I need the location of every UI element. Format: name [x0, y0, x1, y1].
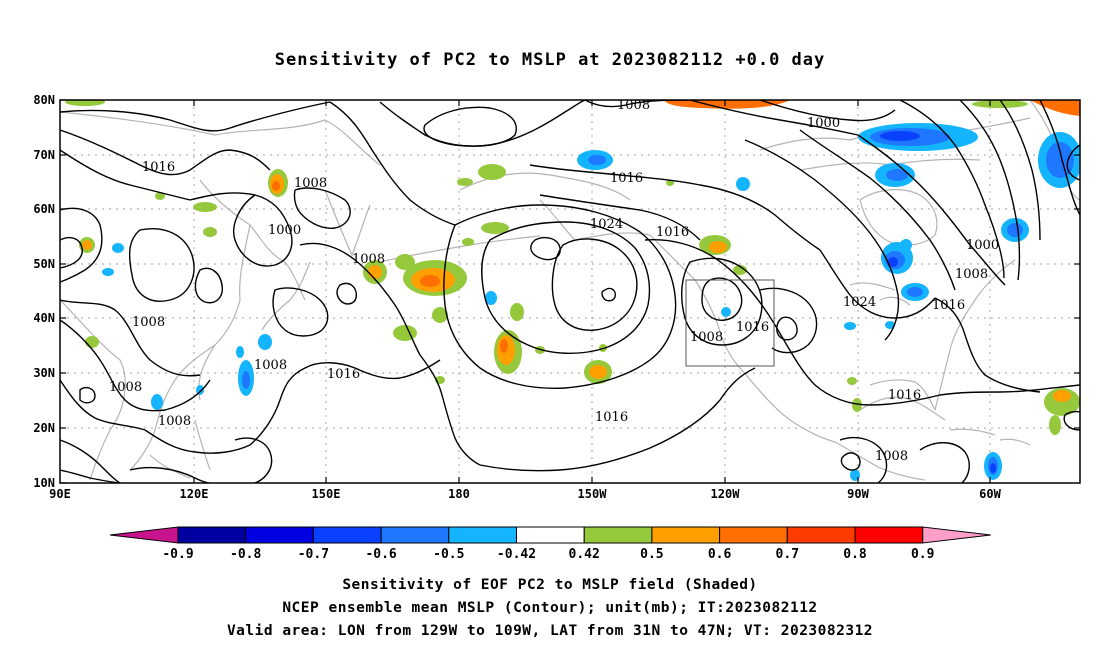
- colorbar-tick-label: -0.42: [497, 547, 536, 562]
- map-panel: 1008 1016 1008 1000 1008 1008 1008 1008 …: [60, 98, 1080, 483]
- lat-label: 10N: [33, 476, 55, 490]
- contour-label: 1008: [109, 380, 142, 395]
- contour-label: 1016: [327, 367, 360, 382]
- colorbar-segment: [380, 526, 450, 544]
- contour-label: 1000: [966, 238, 999, 253]
- colorbar-tick-label: -0.7: [298, 547, 329, 562]
- colorbar-tick-label: 0.8: [843, 547, 867, 562]
- colorbar-segment: [312, 526, 382, 544]
- contour-label: 1024: [843, 295, 876, 310]
- colorbar-segment: [177, 526, 247, 544]
- lon-label: 60W: [979, 487, 1001, 501]
- caption-line-2: NCEP ensemble mean MSLP (Contour); unit(…: [282, 600, 818, 616]
- lat-label: 80N: [33, 93, 55, 107]
- lon-label: 90E: [49, 487, 71, 501]
- caption: Sensitivity of EOF PC2 to MSLP field (Sh…: [0, 574, 1100, 643]
- plot-title: Sensitivity of PC2 to MSLP at 2023082112…: [274, 50, 826, 70]
- colorbar-tick-label: -0.9: [162, 547, 193, 562]
- lat-label: 20N: [33, 421, 55, 435]
- mslp-contours: [60, 100, 1080, 483]
- contour-label: 1016: [595, 410, 628, 425]
- contour-label: 1008: [617, 98, 650, 113]
- contour-label: 1008: [158, 414, 191, 429]
- contour-label: 1008: [294, 176, 327, 191]
- contour-label: 1008: [955, 267, 988, 282]
- valid-area-box: [685, 279, 775, 367]
- colorbar-segment: [448, 526, 517, 544]
- lat-label: 40N: [33, 311, 55, 325]
- lat-label: 60N: [33, 202, 55, 216]
- colorbar-segment: [516, 526, 585, 544]
- colorbar-tick-label: -0.6: [365, 547, 396, 562]
- colorbar-segment: [719, 526, 788, 544]
- colorbar-segment: [583, 526, 653, 544]
- contour-label: 1008: [875, 449, 908, 464]
- lat-label: 50N: [33, 257, 55, 271]
- contour-label: 1008: [132, 315, 165, 330]
- colorbar-tick-label: 0.7: [776, 547, 799, 562]
- contour-label: 1016: [888, 388, 921, 403]
- lon-label: 150E: [312, 487, 341, 501]
- contour-label: 1008: [352, 252, 385, 267]
- map-frame: [59, 99, 1081, 484]
- gridlines: [60, 100, 1080, 483]
- contour-label: 1016: [656, 225, 689, 240]
- lon-label: 120E: [180, 487, 209, 501]
- colorbar-tick-label: 0.5: [640, 547, 663, 562]
- colorbar-segment: [786, 526, 856, 544]
- lon-label: 180: [448, 487, 470, 501]
- contour-label: 1016: [736, 320, 769, 335]
- contour-label: 1016: [610, 171, 643, 186]
- lon-label: 90W: [847, 487, 869, 501]
- colorbar-tick-label: 0.42: [569, 547, 600, 562]
- tick-marks: [60, 99, 1080, 484]
- lat-label: 70N: [33, 148, 55, 162]
- colorbar-arrow-left: [109, 526, 179, 544]
- latitude-labels: 80N 70N 60N 50N 40N 30N 20N 10N: [33, 93, 55, 490]
- colorbar: -0.9 -0.8 -0.7 -0.6 -0.5 -0.42 0.42 0.5 0.6 0.7 0.…: [109, 526, 991, 562]
- contour-label: 1008: [254, 358, 287, 373]
- longitude-labels: 90E 120E 150E 180 150W 120W 90W 60W: [49, 487, 1001, 501]
- colorbar-tick-label: -0.5: [433, 547, 464, 562]
- caption-line-3: Valid area: LON from 129W to 109W, LAT f…: [226, 623, 874, 639]
- sensitivity-shading: [65, 100, 1080, 481]
- colorbar-segment: [651, 526, 721, 544]
- contour-label: 1008: [690, 330, 723, 345]
- lon-label: 150W: [578, 487, 608, 501]
- contour-label: 1016: [932, 298, 965, 313]
- lon-label: 120W: [711, 487, 741, 501]
- colorbar-segment: [245, 526, 314, 544]
- caption-line-1: Sensitivity of EOF PC2 to MSLP field (Sh…: [342, 577, 758, 593]
- colorbar-segment: [854, 526, 924, 544]
- colorbar-tick-label: 0.9: [911, 547, 934, 562]
- contour-label: 1016: [142, 160, 175, 175]
- colorbar-arrow-right: [922, 526, 991, 544]
- contour-label: 1000: [268, 223, 301, 238]
- contour-labels: 1008 1016 1008 1000 1008 1008 1008 1008 …: [109, 98, 999, 464]
- contour-label: 1024: [590, 217, 623, 232]
- colorbar-tick-label: 0.6: [708, 547, 732, 562]
- colorbar-tick-label: -0.8: [230, 547, 261, 562]
- contour-label: 1000: [807, 116, 840, 131]
- lat-label: 30N: [33, 366, 55, 380]
